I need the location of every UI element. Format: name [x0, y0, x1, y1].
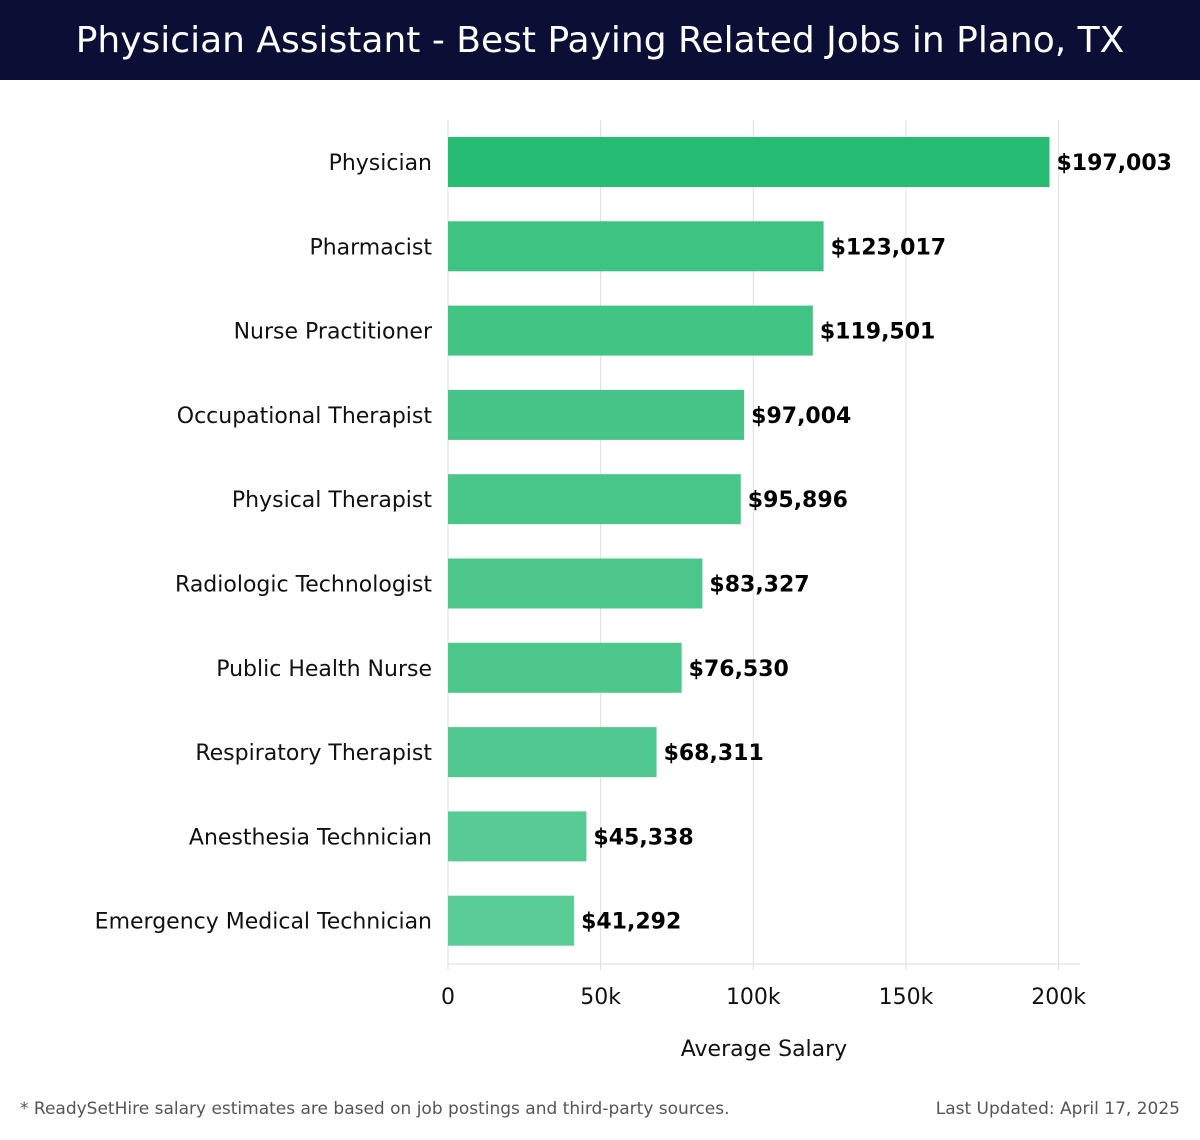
value-label: $83,327: [709, 573, 809, 598]
bar: [448, 474, 741, 525]
x-tick-label: 50k: [580, 985, 621, 1010]
bars: [448, 137, 1050, 946]
bar: [448, 137, 1050, 187]
category-label: Nurse Practitioner: [234, 320, 433, 345]
x-tick-label: 0: [441, 985, 455, 1010]
value-label: $41,292: [581, 910, 681, 935]
bar: [448, 727, 657, 778]
category-label: Anesthesia Technician: [189, 825, 432, 850]
value-label: $123,017: [831, 235, 947, 260]
bar-chart: Physician Pharmacist Nurse Practitioner Occ…: [95, 120, 1172, 1062]
category-label: Physician: [329, 151, 432, 176]
bar: [448, 642, 682, 693]
category-label: Emergency Medical Technician: [95, 910, 432, 935]
value-label: $97,004: [751, 404, 851, 429]
x-tick-label: 200k: [1031, 985, 1086, 1010]
bar: [448, 811, 587, 862]
chart-title: Physician Assistant - Best Paying Relate…: [75, 19, 1125, 61]
bar: [448, 389, 745, 440]
value-label: $76,530: [689, 657, 789, 682]
value-label: $45,338: [593, 825, 693, 850]
chart-header: Physician Assistant - Best Paying Relate…: [0, 0, 1200, 80]
value-label: $68,311: [664, 741, 764, 766]
category-label: Pharmacist: [309, 235, 432, 260]
value-label: $197,003: [1056, 151, 1172, 176]
category-label: Occupational Therapist: [177, 404, 433, 429]
bar: [448, 221, 824, 272]
bar: [448, 895, 575, 946]
x-axis-title: Average Salary: [681, 1037, 847, 1062]
value-labels: $197,003 $123,017 $119,501 $97,004 $95,896 $8…: [581, 151, 1172, 935]
x-tick-label: 100k: [726, 985, 781, 1010]
value-label: $95,896: [748, 488, 848, 513]
x-tick-label: 150k: [879, 985, 934, 1010]
category-label: Public Health Nurse: [216, 657, 432, 682]
x-axis: 0 50k 100k 150k 200k: [441, 963, 1086, 1010]
bar: [448, 558, 703, 609]
value-label: $119,501: [820, 320, 936, 345]
category-labels: Physician Pharmacist Nurse Practitioner Occ…: [95, 151, 433, 935]
last-updated: Last Updated: April 17, 2025: [935, 1099, 1180, 1119]
footer-note: * ReadySetHire salary estimates are base…: [20, 1099, 730, 1119]
bar: [448, 305, 813, 356]
category-label: Radiologic Technologist: [175, 573, 432, 598]
category-label: Respiratory Therapist: [195, 741, 432, 766]
category-label: Physical Therapist: [232, 488, 432, 513]
